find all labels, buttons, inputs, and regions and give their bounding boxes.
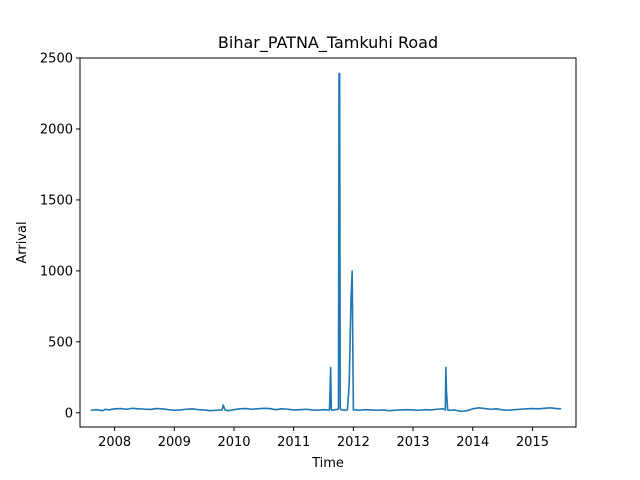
y-tick-label: 1000	[40, 264, 73, 279]
y-tick-label: 2000	[40, 122, 73, 137]
x-tick-label: 2010	[217, 435, 250, 450]
x-tick-label: 2009	[158, 435, 191, 450]
y-axis-label: Arrival	[15, 221, 30, 263]
x-axis: 2008 2009 2010 2011 2012 2013 2014 2015	[98, 427, 549, 450]
series-layer	[90, 72, 562, 413]
x-tick-label: 2011	[277, 435, 310, 450]
y-tick-label: 500	[48, 335, 73, 350]
y-axis: 0 500 1000 1500 2000 2500	[40, 52, 80, 421]
x-tick-label: 2015	[516, 435, 549, 450]
x-tick-label: 2014	[456, 435, 489, 450]
y-tick-label: 0	[65, 406, 73, 421]
series-line	[90, 72, 562, 413]
x-tick-label: 2008	[98, 435, 131, 450]
chart-title: Bihar_PATNA_Tamkuhi Road	[218, 33, 438, 53]
plot-frame	[79, 57, 577, 428]
x-tick-label: 2013	[397, 435, 430, 450]
x-axis-label: Time	[311, 456, 344, 471]
x-tick-label: 2012	[337, 435, 370, 450]
y-tick-label: 2500	[40, 52, 73, 67]
y-tick-label: 1500	[40, 193, 73, 208]
